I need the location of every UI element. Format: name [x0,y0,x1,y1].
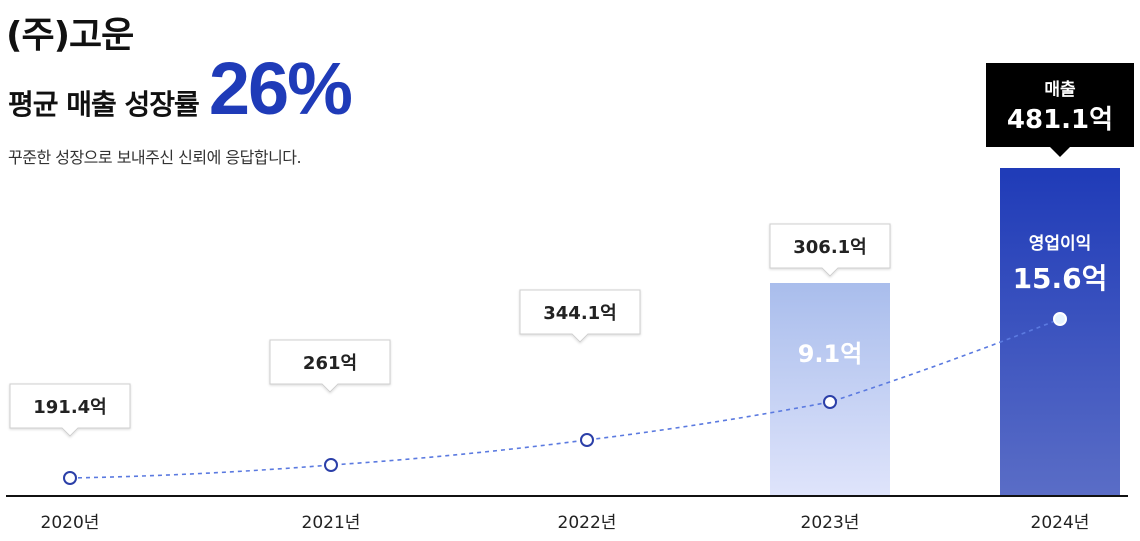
company-name: (주)고운 [6,15,134,56]
highlight-title: 매출 [1044,80,1076,100]
revenue-label: 344.1억 [543,303,617,324]
x-tick-label: 2021년 [302,513,361,533]
highlight-value: 481.1억 [1007,105,1113,135]
growth-label: 평균 매출 성장률 [8,88,200,121]
revenue-callout-2023년: 306.1억 [769,223,891,277]
subtitle: 꾸준한 성장으로 보내주신 신뢰에 응답합니다. [8,148,302,167]
trend-point-2024년 [1053,312,1067,326]
revenue-trend-line [69,318,1061,479]
operating-profit-label-2023: 9.1억 [798,340,863,368]
revenue-callout-2022년: 344.1억 [519,289,641,343]
x-tick-label: 2020년 [41,513,100,533]
revenue-label: 191.4억 [33,397,107,418]
revenue-callout-2021년: 261억 [269,339,391,393]
trend-point-2020년 [63,471,77,485]
operating-profit-label-2024: 15.6억 [1013,262,1108,295]
growth-headline: 평균 매출 성장률 26% [8,47,353,130]
revenue-callout-2020년: 191.4억 [9,383,131,437]
operating-profit-bar-2024년 [1000,168,1120,496]
trend-point-2021년 [324,458,338,472]
growth-rate-value: 26% [208,47,353,130]
operating-profit-title: 영업이익 [1029,234,1092,254]
x-tick-label: 2024년 [1031,513,1090,533]
trend-point-2022년 [580,433,594,447]
x-tick-label: 2023년 [801,513,860,533]
trend-point-2023년 [823,395,837,409]
revenue-label: 306.1억 [793,237,867,258]
revenue-highlight-callout-2024: 매출 481.1억 [986,63,1134,157]
revenue-label: 261억 [303,353,357,374]
x-tick-label: 2022년 [558,513,617,533]
operating-profit-bar-2023년 [770,283,890,496]
